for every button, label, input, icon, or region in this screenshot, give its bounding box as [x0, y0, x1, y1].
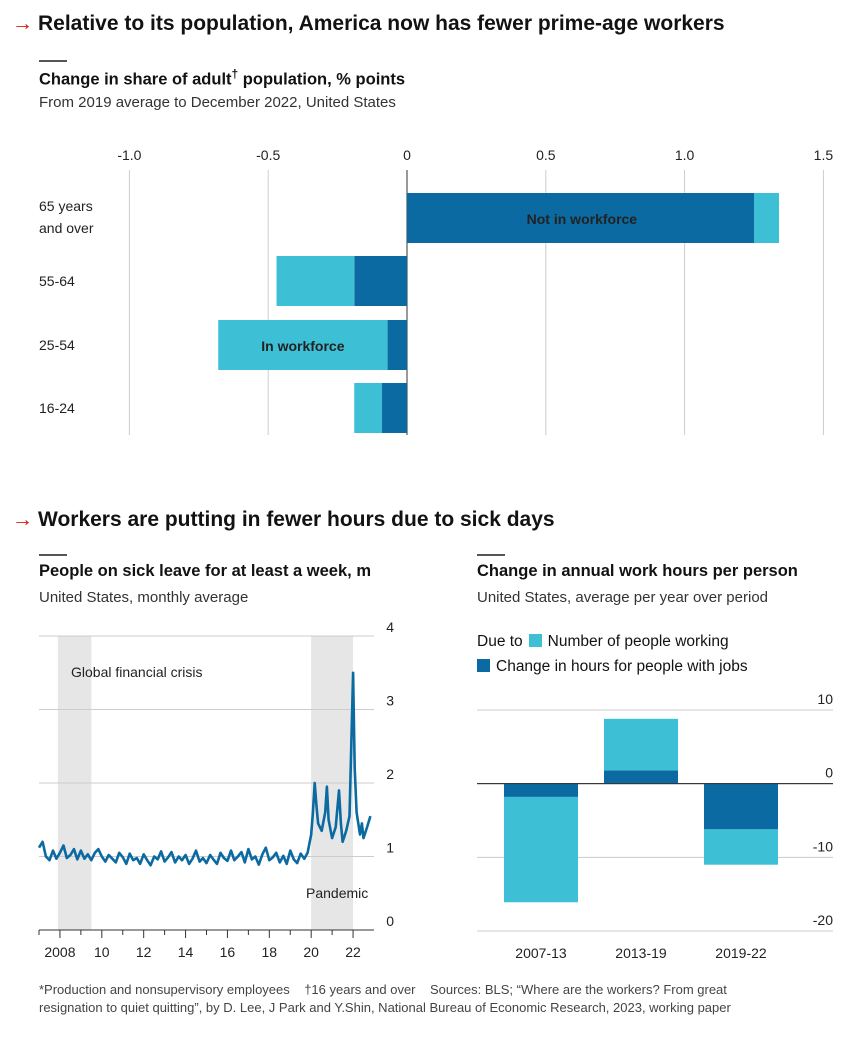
chart3-y-tick-label: -20	[813, 912, 833, 928]
section-heading-2-text: Workers are putting in fewer hours due t…	[38, 508, 555, 531]
chart1-category-label: 16-24	[39, 400, 75, 416]
chart2-y-tick-label: 1	[386, 840, 394, 856]
chart3-bar-segment	[504, 796, 578, 903]
chart1-subtitle: From 2019 average to December 2022, Unit…	[39, 94, 396, 111]
chart2-line	[37, 671, 372, 867]
chart1-x-tick-label: -0.5	[256, 147, 280, 163]
chart3-y-tick-label: -10	[813, 838, 833, 854]
red-arrow-icon: →	[12, 12, 33, 35]
chart1-category-label: and over	[39, 220, 94, 236]
chart3-bar-segment	[504, 783, 578, 797]
chart2-y-tick-label: 4	[386, 619, 394, 635]
chart3-legend-row1: Due to Number of people working	[477, 633, 729, 651]
chart3-y-tick-label: 10	[817, 691, 833, 707]
chart2-y-tick-label: 3	[386, 693, 394, 709]
chart3-legend-light-label: Number of people working	[547, 633, 729, 650]
section-heading-1-text: Relative to its population, America now …	[38, 12, 725, 35]
chart2-y-tick-label: 2	[386, 766, 394, 782]
footnote-line-2: resignation to quiet quitting”, by D. Le…	[39, 1000, 731, 1015]
chart2-x-tick-label: 2008	[44, 944, 75, 960]
section-heading-2: → Workers are putting in fewer hours due …	[12, 508, 555, 532]
chart2-y-tick-label: 0	[386, 913, 394, 929]
chart2-x-tick-label: 18	[262, 944, 278, 960]
chart1-x-tick-label: 0.5	[536, 147, 556, 163]
chart3-title-rule	[477, 554, 505, 556]
chart1-series-label-in-workforce: In workforce	[261, 338, 344, 354]
chart3-legend-row2: Change in hours for people with jobs	[471, 658, 748, 676]
chart1-title-rule	[39, 60, 67, 62]
section-heading-1: → Relative to its population, America now…	[12, 12, 725, 36]
chart2-title-rule	[39, 554, 67, 556]
chart2-x-tick-label: 12	[136, 944, 152, 960]
chart1-title-suffix: population, % points	[238, 70, 406, 89]
footnote: *Production and nonsupervisory employees…	[39, 981, 731, 1017]
chart2-subtitle: United States, monthly average	[39, 589, 249, 606]
chart2-title: People on sick leave for at least a week…	[39, 562, 371, 580]
chart3-bar-segment	[704, 783, 778, 830]
red-arrow-icon: →	[12, 508, 33, 531]
chart1-category-label: 25-54	[39, 337, 75, 353]
chart3-legend-prefix: Due to	[477, 633, 523, 650]
chart3-bar-segment	[704, 829, 778, 865]
chart3-title: Change in annual work hours per person	[477, 562, 798, 580]
chart1-bar-segment	[407, 193, 754, 243]
chart1-x-tick-label: 0	[403, 147, 411, 163]
chart3-x-tick-label: 2007-13	[515, 945, 567, 961]
chart1-title-text: Change in share of adult	[39, 70, 232, 89]
chart1-x-tick-label: 1.5	[814, 147, 834, 163]
chart2-x-tick-label: 14	[178, 944, 194, 960]
chart2-x-tick-label: 20	[303, 944, 319, 960]
chart1-title-dagger: †	[231, 67, 239, 81]
legend-swatch-light	[528, 634, 542, 647]
chart1-bar-segment	[754, 193, 779, 243]
chart3-subtitle: United States, average per year over per…	[477, 589, 768, 606]
chart1-bar-segment	[218, 320, 388, 370]
chart1-category-label: 65 years	[39, 198, 93, 214]
footnote-line-1: *Production and nonsupervisory employees…	[39, 982, 727, 997]
chart1-bar-segment	[276, 256, 355, 306]
chart2-shaded-label-gfc: Global financial crisis	[71, 664, 203, 680]
chart3-bar-segment	[604, 718, 678, 771]
chart1-svg: -1.0 -0.5 0 0.5 1.0 1.5 65 years and over 55-64 2…	[39, 147, 834, 435]
chart1-x-tick-label: 1.0	[675, 147, 695, 163]
chart2-x-tick-label: 22	[345, 944, 361, 960]
chart1-bar-segment	[354, 256, 407, 306]
chart1-x-tick-label: -1.0	[117, 147, 141, 163]
chart1-bar-segment	[387, 320, 407, 370]
legend-swatch-dark	[477, 659, 490, 672]
chart3-x-tick-label: 2013-19	[615, 945, 667, 961]
chart2-shaded-label-pandemic: Pandemic	[306, 885, 368, 901]
chart3-x-tick-label: 2019-22	[715, 945, 767, 961]
chart1-series-label-not-in-workforce: Not in workforce	[527, 211, 638, 227]
chart3-y-tick-label: 0	[825, 765, 833, 781]
chart2-x-tick-label: 16	[220, 944, 236, 960]
chart1-bar-segment	[382, 383, 407, 433]
chart2-x-tick-label: 10	[94, 944, 110, 960]
chart1-bar-segment	[354, 383, 383, 433]
chart3-bar-segment	[604, 770, 678, 784]
chart1-title: Change in share of adult† population, % …	[39, 67, 405, 90]
chart3-legend-dark-label: Change in hours for people with jobs	[496, 658, 748, 675]
chart1-category-label: 55-64	[39, 273, 75, 289]
